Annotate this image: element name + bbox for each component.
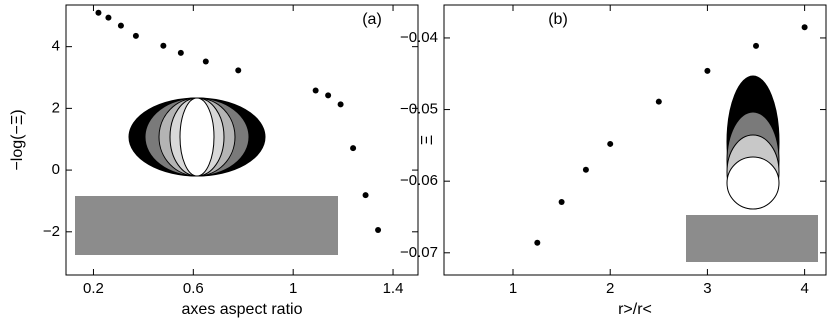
data-point: [534, 239, 541, 246]
data-point: [132, 32, 139, 39]
data-point: [655, 98, 662, 105]
y-tick-label: −0.05: [400, 101, 438, 118]
data-point: [202, 58, 209, 65]
x-tick-label: 0.2: [83, 280, 104, 297]
data-point: [177, 49, 184, 56]
data-point: [235, 67, 242, 74]
x-tick-label: 4: [800, 280, 808, 297]
data-point: [325, 92, 332, 99]
data-point: [350, 145, 357, 152]
data-point: [95, 9, 102, 16]
ellipse-illustration: [128, 97, 266, 177]
data-point: [607, 140, 614, 147]
y-axis-label: −log(−Ξ): [9, 109, 26, 170]
data-point: [801, 24, 808, 31]
data-point: [337, 101, 344, 108]
y-tick-label: −0.04: [400, 29, 438, 46]
x-tick-label: 1.4: [383, 280, 404, 297]
plot-frame: [443, 4, 827, 276]
data-point: [375, 226, 382, 233]
y-tick-label: 0: [52, 161, 60, 178]
data-point: [704, 67, 711, 74]
x-axis-label: r>/r<: [618, 301, 652, 318]
y-tick-label: 4: [52, 38, 60, 55]
x-axis-label: axes aspect ratio: [182, 301, 303, 318]
panel-label: (a): [362, 11, 382, 28]
data-point: [105, 14, 112, 21]
data-point: [753, 42, 760, 49]
data-point: [160, 42, 167, 49]
y-tick-label: −0.07: [400, 244, 438, 261]
data-point: [362, 192, 369, 199]
data-point: [558, 198, 565, 205]
x-tick-label: 0.6: [183, 280, 204, 297]
data-point: [582, 166, 589, 173]
data-point: [312, 87, 319, 94]
y-tick-label: −2: [43, 223, 60, 240]
x-tick-label: 3: [703, 280, 711, 297]
data-point: [117, 22, 124, 29]
x-tick-label: 2: [606, 280, 614, 297]
gray-box: [686, 215, 818, 262]
y-axis-label: Ξ: [419, 135, 436, 145]
plot-frame: [65, 4, 419, 276]
circle-illustration: [726, 75, 780, 210]
x-tick-label: 1: [509, 280, 517, 297]
y-tick-label: 2: [52, 99, 60, 116]
gray-box: [75, 196, 338, 255]
panel-label: (b): [548, 11, 568, 28]
x-tick-label: 1: [289, 280, 297, 297]
y-tick-label: −0.06: [400, 172, 438, 189]
